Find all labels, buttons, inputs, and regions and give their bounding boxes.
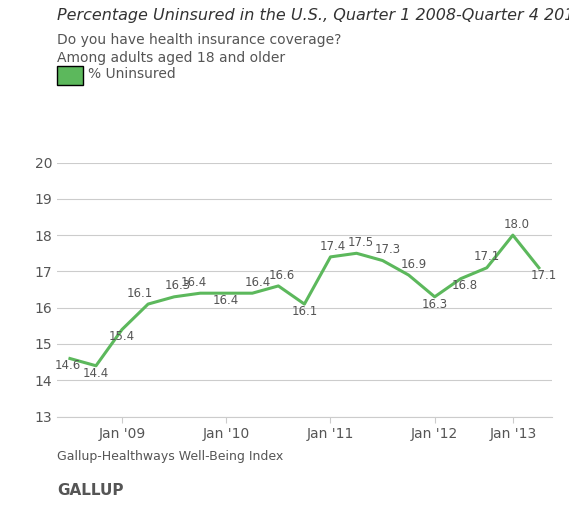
Text: 16.3: 16.3 [165, 279, 191, 293]
Text: 16.4: 16.4 [245, 276, 271, 289]
Text: 16.3: 16.3 [422, 298, 448, 310]
Text: 14.6: 14.6 [54, 359, 80, 372]
Text: 16.6: 16.6 [269, 269, 295, 281]
Text: 17.3: 17.3 [375, 243, 401, 256]
Text: 17.4: 17.4 [320, 240, 346, 252]
Text: 17.1: 17.1 [531, 269, 557, 281]
Text: 14.4: 14.4 [83, 367, 109, 379]
Text: GALLUP: GALLUP [57, 483, 123, 498]
Text: 18.0: 18.0 [504, 218, 530, 231]
Text: 17.5: 17.5 [347, 236, 373, 249]
Text: 17.1: 17.1 [473, 250, 500, 264]
Text: 16.1: 16.1 [127, 287, 154, 300]
Text: 15.4: 15.4 [109, 330, 135, 343]
Text: Among adults aged 18 and older: Among adults aged 18 and older [57, 51, 285, 65]
Text: Gallup-Healthways Well-Being Index: Gallup-Healthways Well-Being Index [57, 450, 283, 463]
Text: Percentage Uninsured in the U.S., Quarter 1 2008-Quarter 4 2013: Percentage Uninsured in the U.S., Quarte… [57, 8, 569, 23]
Text: Do you have health insurance coverage?: Do you have health insurance coverage? [57, 33, 341, 47]
Text: 16.1: 16.1 [291, 305, 318, 318]
Text: 16.8: 16.8 [452, 279, 478, 293]
Text: 16.4: 16.4 [213, 294, 240, 307]
Text: % Uninsured: % Uninsured [88, 67, 176, 81]
Text: 16.9: 16.9 [401, 258, 427, 271]
Text: 16.4: 16.4 [180, 276, 207, 289]
